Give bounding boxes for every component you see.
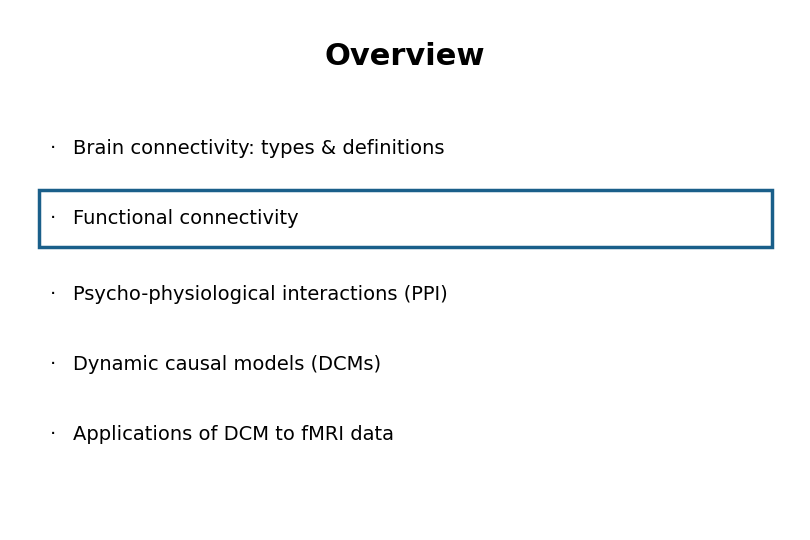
Text: ·: ·	[49, 209, 56, 228]
Text: Applications of DCM to fMRI data: Applications of DCM to fMRI data	[73, 425, 394, 444]
Text: Functional connectivity: Functional connectivity	[73, 209, 299, 228]
Text: ·: ·	[49, 425, 56, 444]
Text: Psycho-physiological interactions (PPI): Psycho-physiological interactions (PPI)	[73, 285, 448, 304]
Text: Dynamic causal models (DCMs): Dynamic causal models (DCMs)	[73, 355, 381, 374]
Text: Overview: Overview	[325, 42, 485, 71]
Text: Brain connectivity: types & definitions: Brain connectivity: types & definitions	[73, 139, 445, 158]
Text: ·: ·	[49, 139, 56, 158]
FancyBboxPatch shape	[39, 190, 772, 247]
Text: ·: ·	[49, 285, 56, 304]
Text: ·: ·	[49, 355, 56, 374]
